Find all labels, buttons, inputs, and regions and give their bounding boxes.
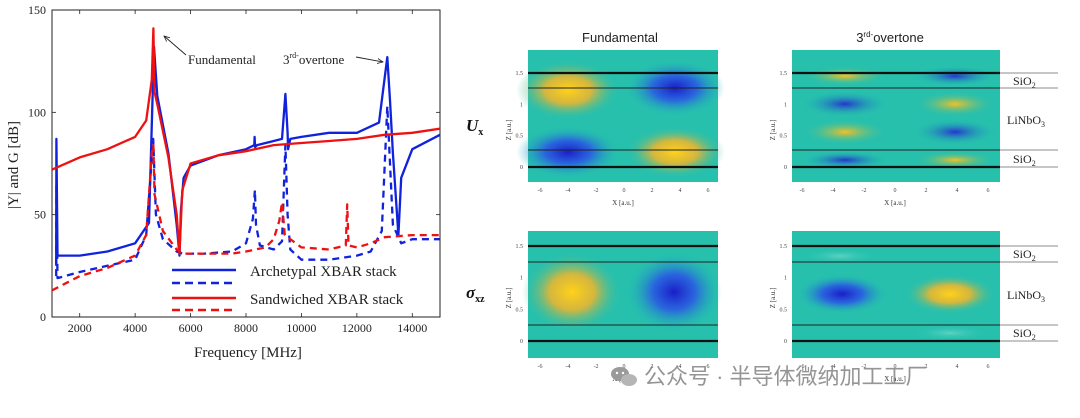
annotation-fundamental: Fundamental <box>188 52 256 67</box>
x-tick-label: 0 <box>623 188 626 194</box>
y-tick-label: 50 <box>34 208 46 222</box>
x-tick-label: 6 <box>987 364 990 370</box>
z-tick-label: 0.5 <box>516 134 524 140</box>
z-tick-label: 0 <box>520 339 523 345</box>
y-tick-label: 150 <box>28 3 46 17</box>
z-tick-label: 0.5 <box>780 307 788 313</box>
x-tick-label: 4 <box>679 188 682 194</box>
column-title-fundamental: Fundamental <box>582 30 658 45</box>
layer-label-sio2-top: SiO2 <box>1013 247 1036 263</box>
x-tick-label: 2 <box>925 188 928 194</box>
z-axis-label: Z [a.u.] <box>769 120 777 141</box>
x-axis-label: Frequency [MHz] <box>194 345 302 361</box>
x-tick-label: -6 <box>538 188 543 194</box>
z-tick-label: 0 <box>520 165 523 171</box>
wechat-icon <box>611 367 637 386</box>
layer-label-linbo3: LiNbO3 <box>1007 288 1045 304</box>
x-tick-label: 4 <box>956 188 959 194</box>
x-tick-label: 2000 <box>68 321 92 335</box>
z-axis-label: Z [a.u.] <box>505 120 513 141</box>
x-tick-label: 0 <box>894 188 897 194</box>
z-tick-label: 0.5 <box>516 307 524 313</box>
field-lobe <box>913 66 997 86</box>
field-lobe <box>904 274 996 314</box>
x-tick-label: 6 <box>987 188 990 194</box>
z-tick-label: 0 <box>784 339 787 345</box>
field-lobe <box>801 119 889 145</box>
x-tick-label: 10000 <box>286 321 316 335</box>
x-tick-label: -2 <box>594 364 599 370</box>
layer-label-sio2-bottom: SiO2 <box>1013 152 1036 168</box>
field-lobe <box>625 126 725 178</box>
z-tick-label: 1.5 <box>516 244 524 250</box>
layer-label-sio2-bottom: SiO2 <box>1013 326 1036 342</box>
x-tick-label: -4 <box>831 188 836 194</box>
x-tick-label: -6 <box>800 188 805 194</box>
watermark: 公众号 · 半导体微纳加工工厂 <box>611 364 928 389</box>
x-tick-label: -6 <box>538 364 543 370</box>
z-tick-label: 1.5 <box>780 71 788 77</box>
mode-panels: Fundamental 3rd-overtone Ux σxz 0 0.5 1 1.5… <box>466 30 1058 383</box>
figure: 2000 4000 6000 8000 10000 12000 14000 05010015… <box>0 0 1080 418</box>
z-tick-label: 1 <box>520 276 523 282</box>
field-lobe <box>801 66 889 86</box>
field-lobe <box>796 274 888 314</box>
x-tick-label: -4 <box>566 188 571 194</box>
field-lobe <box>522 252 622 332</box>
panel-sxz-overtone: 0 0.5 1 1.5 -6 -4 -2 0 2 4 6 X [a.u.] Z [a.u.] <box>769 231 1000 383</box>
panel-ux-overtone: 0 0.5 1 1.5 -6 -4 -2 0 2 4 6 X [a.u.] Z [a.u.] <box>769 50 1000 207</box>
field-lobe <box>913 91 997 117</box>
field-lobe <box>516 126 620 178</box>
row-label-ux: Ux <box>466 116 483 138</box>
field-lobe <box>516 60 620 120</box>
x-tick-label: 8000 <box>234 321 258 335</box>
left-chart: 2000 4000 6000 8000 10000 12000 14000 0 50 100 15… <box>6 3 440 361</box>
legend-label-sandwiched: Sandwiched XBAR stack <box>250 292 404 308</box>
layer-label-linbo3: LiNbO3 <box>1007 113 1045 129</box>
x-tick-label: 12000 <box>342 321 372 335</box>
x-tick-label: 6000 <box>179 321 203 335</box>
x-tick-label: -2 <box>594 188 599 194</box>
x-tick-label: 6 <box>707 188 710 194</box>
z-tick-label: 1.5 <box>516 71 524 77</box>
x-tick-label: 2 <box>651 188 654 194</box>
field-lobe <box>801 91 889 117</box>
row-label-sigma-xz: σxz <box>466 283 485 305</box>
y-tick-label: 100 <box>28 105 46 119</box>
layer-labels-bottom: SiO2 LiNbO3 SiO2 <box>1000 246 1058 342</box>
x-axis-label: X [a.u.] <box>884 199 906 207</box>
z-axis-label: Z [a.u.] <box>505 288 513 309</box>
column-title-overtone: 3rd-overtone <box>856 30 924 45</box>
z-axis-label: Z [a.u.] <box>769 288 777 309</box>
x-tick-label: 4000 <box>123 321 147 335</box>
field-lobe <box>913 119 997 145</box>
field-lobe <box>910 325 990 341</box>
y-tick-label: 0 <box>40 310 46 324</box>
z-tick-label: 0 <box>784 165 787 171</box>
z-tick-label: 1 <box>520 102 523 108</box>
x-tick-label: 14000 <box>397 321 427 335</box>
z-tick-label: 0.5 <box>780 134 788 140</box>
x-tick-label: -2 <box>862 188 867 194</box>
z-tick-label: 1.5 <box>780 244 788 250</box>
z-tick-label: 1 <box>784 276 787 282</box>
x-tick-label: -4 <box>566 364 571 370</box>
legend-label-archetypal: Archetypal XBAR stack <box>250 264 397 280</box>
layer-labels-top: SiO2 LiNbO3 SiO2 <box>1000 73 1058 168</box>
x-axis-label: X [a.u.] <box>612 199 634 207</box>
y-axis-label: |Y| and G [dB] <box>6 121 22 209</box>
watermark-text: 公众号 · 半导体微纳加工工厂 <box>644 364 928 389</box>
z-tick-label: 1 <box>784 102 787 108</box>
field-lobe <box>626 252 722 332</box>
layer-label-sio2-top: SiO2 <box>1013 74 1036 90</box>
x-tick-label: 4 <box>956 364 959 370</box>
panel-ux-fundamental: 0 0.5 1 1.5 -6 -4 -2 0 2 4 6 X [a.u.] Z [a.u.] <box>505 50 725 207</box>
